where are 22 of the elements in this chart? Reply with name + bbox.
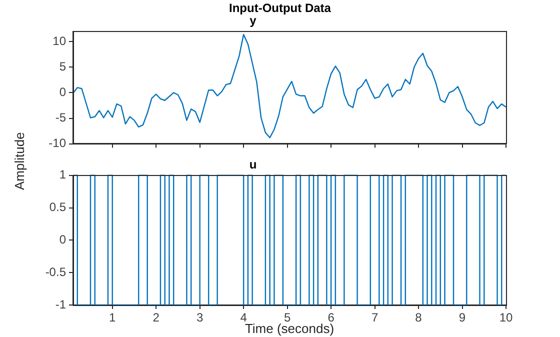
y-tick-label: 0 [59,85,66,100]
text: Input-Output Data [228,1,332,15]
y-tick-label: 0.5 [49,200,66,214]
x-tick-label: 9 [458,310,466,325]
x-tick-label: 2 [152,310,160,325]
x-tick-label: 3 [196,310,204,325]
x-tick-label: 10 [499,310,513,325]
y-tick-label: 10 [52,34,66,48]
y-tick-label: 0 [59,232,66,247]
x-tick-label: 1 [109,310,116,325]
y-tick-label: -5 [55,110,66,125]
chart-title: u [249,158,257,172]
y-tick-label: -1 [55,297,66,312]
x-tick-label: 4 [240,310,248,325]
x-tick-label: 7 [371,310,378,325]
y-tick-label: -0.5 [45,264,66,279]
x-tick-label: 8 [415,310,422,325]
chart-title: y [250,14,257,28]
y-tick-label: -10 [48,136,66,150]
y-tick-label: 5 [59,59,66,74]
y-axis-title: Amplitude [12,132,27,190]
y-tick-label: 1 [59,168,66,182]
